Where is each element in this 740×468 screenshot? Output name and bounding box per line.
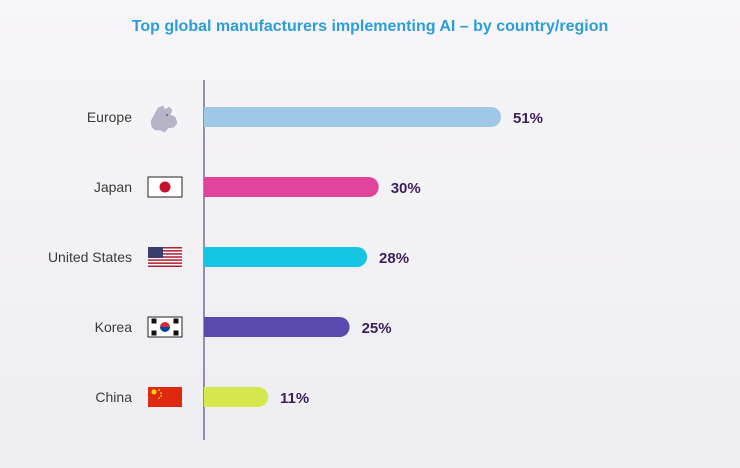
value-label: 28% [379, 250, 409, 267]
us-flag-icon [148, 247, 182, 267]
bar [204, 177, 379, 197]
value-label: 25% [362, 320, 392, 337]
china-flag-icon [148, 387, 182, 407]
korea-flag-icon [147, 316, 183, 338]
europe-map-icon [150, 105, 178, 133]
bar [204, 317, 350, 337]
bar [204, 247, 368, 267]
category-label: Europe [87, 109, 132, 125]
category-label: Japan [94, 179, 132, 195]
bar [204, 387, 269, 407]
value-label: 30% [391, 180, 421, 197]
value-label: 11% [280, 390, 309, 407]
value-label: 51% [513, 110, 543, 127]
category-label: Korea [95, 319, 133, 335]
bar [204, 107, 501, 127]
japan-flag-icon [147, 176, 183, 198]
category-label: China [95, 389, 132, 405]
chart-title: Top global manufacturers implementing AI… [131, 18, 609, 35]
category-label: United States [48, 249, 132, 265]
